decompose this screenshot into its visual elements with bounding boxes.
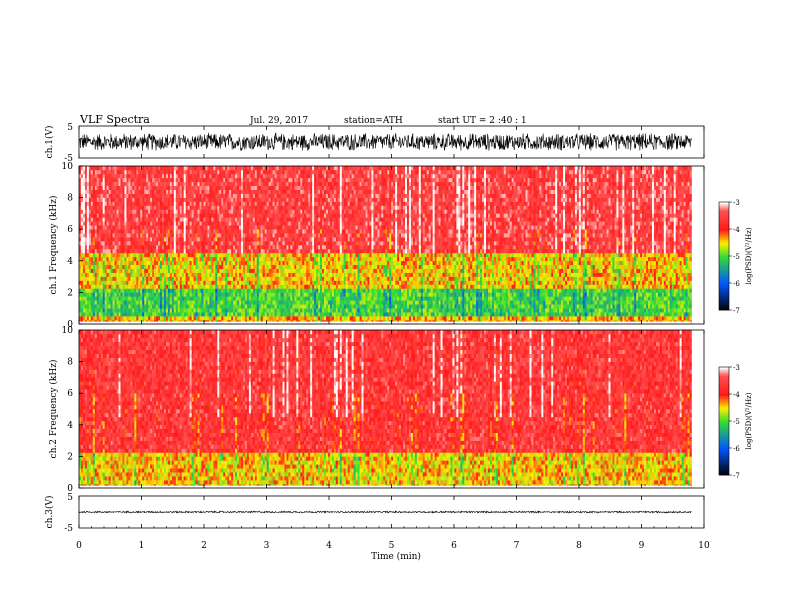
ch2-spectrogram-colorbar-label: -7 — [733, 472, 740, 480]
time-tick-label: 6 — [451, 541, 457, 551]
start-time-label: start UT = 2 :40 : 1 — [438, 116, 527, 126]
ch2-spectrogram-ylabel: ch.2 Frequency (kHz) — [48, 360, 59, 459]
ch3-waveform-line — [79, 511, 692, 513]
ch1-spectrogram-ytick-label: 8 — [67, 194, 73, 204]
ch3-waveform-ylabel: ch.3(V) — [44, 496, 55, 529]
ch1-waveform-panel: 5 -5 ch.1(V) — [44, 123, 704, 164]
ch1-spectrogram-ytick-label: 2 — [67, 288, 73, 298]
time-tick-label: 7 — [514, 541, 520, 551]
station-label: station=ATH — [344, 116, 403, 126]
ch2-spectrogram-ytick-label: 8 — [67, 358, 73, 368]
ch2-spectrogram-ytick-label: 6 — [67, 389, 73, 399]
ch2-spectrogram-gap — [79, 486, 692, 488]
ch2-spectrogram-ytick-label: 4 — [67, 421, 73, 431]
date-label: Jul. 29, 2017 — [249, 116, 308, 126]
ch3-waveform-trace — [79, 511, 692, 513]
ch2-spectrogram-ytick-label: 10 — [62, 326, 74, 336]
time-tick-label: 1 — [139, 541, 145, 551]
ch1-spectrogram-colorbar-label: -7 — [733, 307, 740, 315]
time-tick-label: 9 — [639, 541, 645, 551]
ch1-spectrogram-image — [79, 166, 692, 324]
figure-title: VLF Spectra — [79, 113, 150, 126]
ch1-spectrogram-ylabel: ch.1 Frequency (kHz) — [48, 196, 59, 295]
ch1-colorbar: -3 -4 -5 -6 -7 log(PSD)(V²/Hz) — [719, 199, 753, 315]
time-tick-label: 3 — [264, 541, 270, 551]
ch1-spectrogram-ytick-label: 6 — [67, 225, 73, 235]
ch3-waveform-panel: 5 -5 ch.3(V) — [44, 493, 704, 534]
ch2-spectrogram-colorbar-label: -5 — [733, 418, 740, 426]
ch2-spectrogram-image — [79, 330, 692, 488]
ch1-ytick-top: 5 — [67, 123, 73, 133]
ch2-spectrogram-colorbar-title: log(PSD)(V²/Hz) — [745, 392, 753, 449]
time-tick-label: 4 — [326, 541, 332, 551]
ch1-waveform-ylabel: ch.1(V) — [44, 126, 55, 159]
ch1-spectrogram-gap — [79, 322, 692, 324]
time-axis-label: Time (min) — [371, 551, 421, 562]
ch1-spectrogram-colorbar-label: -5 — [733, 253, 740, 261]
ch3-ytick-bottom: -5 — [64, 524, 73, 534]
time-tick-label: 0 — [76, 541, 82, 551]
ch2-spectrogram-ytick-label: 2 — [67, 452, 73, 462]
ch2-colorbar: -3 -4 -5 -6 -7 log(PSD)(V²/Hz) — [719, 364, 753, 480]
time-tick-label: 5 — [389, 541, 395, 551]
ch1-spectrogram-ytick-label: 10 — [62, 162, 74, 172]
time-tick-label: 2 — [201, 541, 207, 551]
time-tick-label: 8 — [576, 541, 582, 551]
ch1-spectrogram-ytick-label: 4 — [67, 257, 73, 267]
ch3-ytick-top: 5 — [67, 493, 73, 503]
ch2-spectrogram-colorbar-label: -6 — [733, 445, 740, 453]
ch2-spectrogram-colorbar-label: -3 — [733, 364, 740, 372]
ch1-spectrogram-colorbar-label: -6 — [733, 280, 740, 288]
ch1-waveform-trace — [79, 133, 692, 151]
ch1-spectrogram-colorbar-title: log(PSD)(V²/Hz) — [745, 227, 753, 284]
ch2-spectrogram-colorbar-label: -4 — [733, 391, 740, 399]
time-tick-label: 10 — [698, 541, 710, 551]
ch1-waveform-line — [79, 133, 692, 151]
ch1-spectrogram-colorbar-label: -3 — [733, 199, 740, 207]
ch1-spectrogram-colorbar-label: -4 — [733, 226, 740, 234]
